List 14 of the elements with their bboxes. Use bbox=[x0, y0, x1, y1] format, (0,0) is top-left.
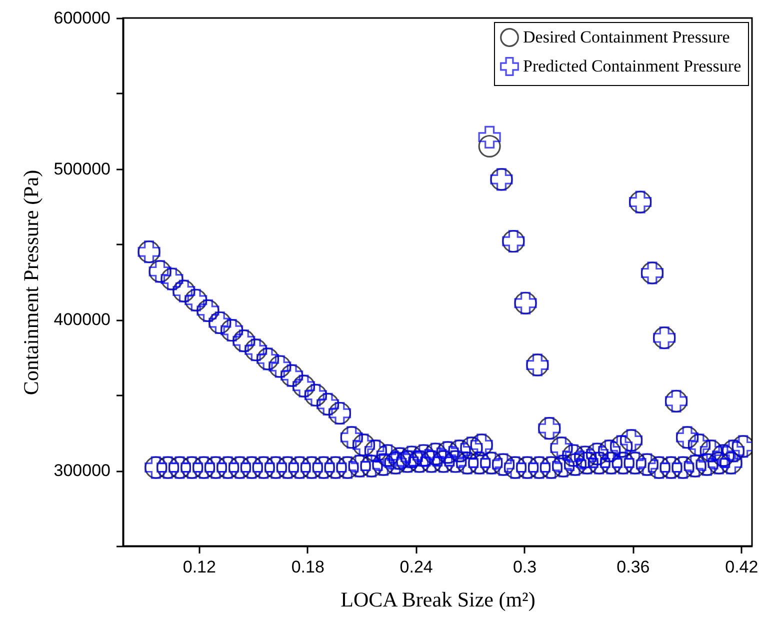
x-axis-title: LOCA Break Size (m²) bbox=[340, 588, 536, 612]
y-tick-label: 500000 bbox=[54, 159, 110, 178]
y-axis-title: Containment Pressure (Pa) bbox=[18, 170, 43, 396]
legend-label: Predicted Containment Pressure bbox=[523, 56, 742, 76]
y-tick-label: 300000 bbox=[54, 461, 110, 480]
x-tick-label: 0.24 bbox=[400, 558, 433, 576]
x-tick-label: 0.42 bbox=[725, 558, 758, 576]
y-tick-label: 400000 bbox=[54, 310, 110, 330]
y-tick-label: 600000 bbox=[54, 8, 110, 28]
x-tick-label: 0.3 bbox=[512, 558, 537, 576]
x-tick-label: 0.18 bbox=[291, 558, 324, 576]
x-tick-label: 0.36 bbox=[616, 558, 650, 576]
legend-label: Desired Containment Pressure bbox=[523, 28, 730, 46]
x-tick-label: 0.12 bbox=[182, 558, 216, 576]
